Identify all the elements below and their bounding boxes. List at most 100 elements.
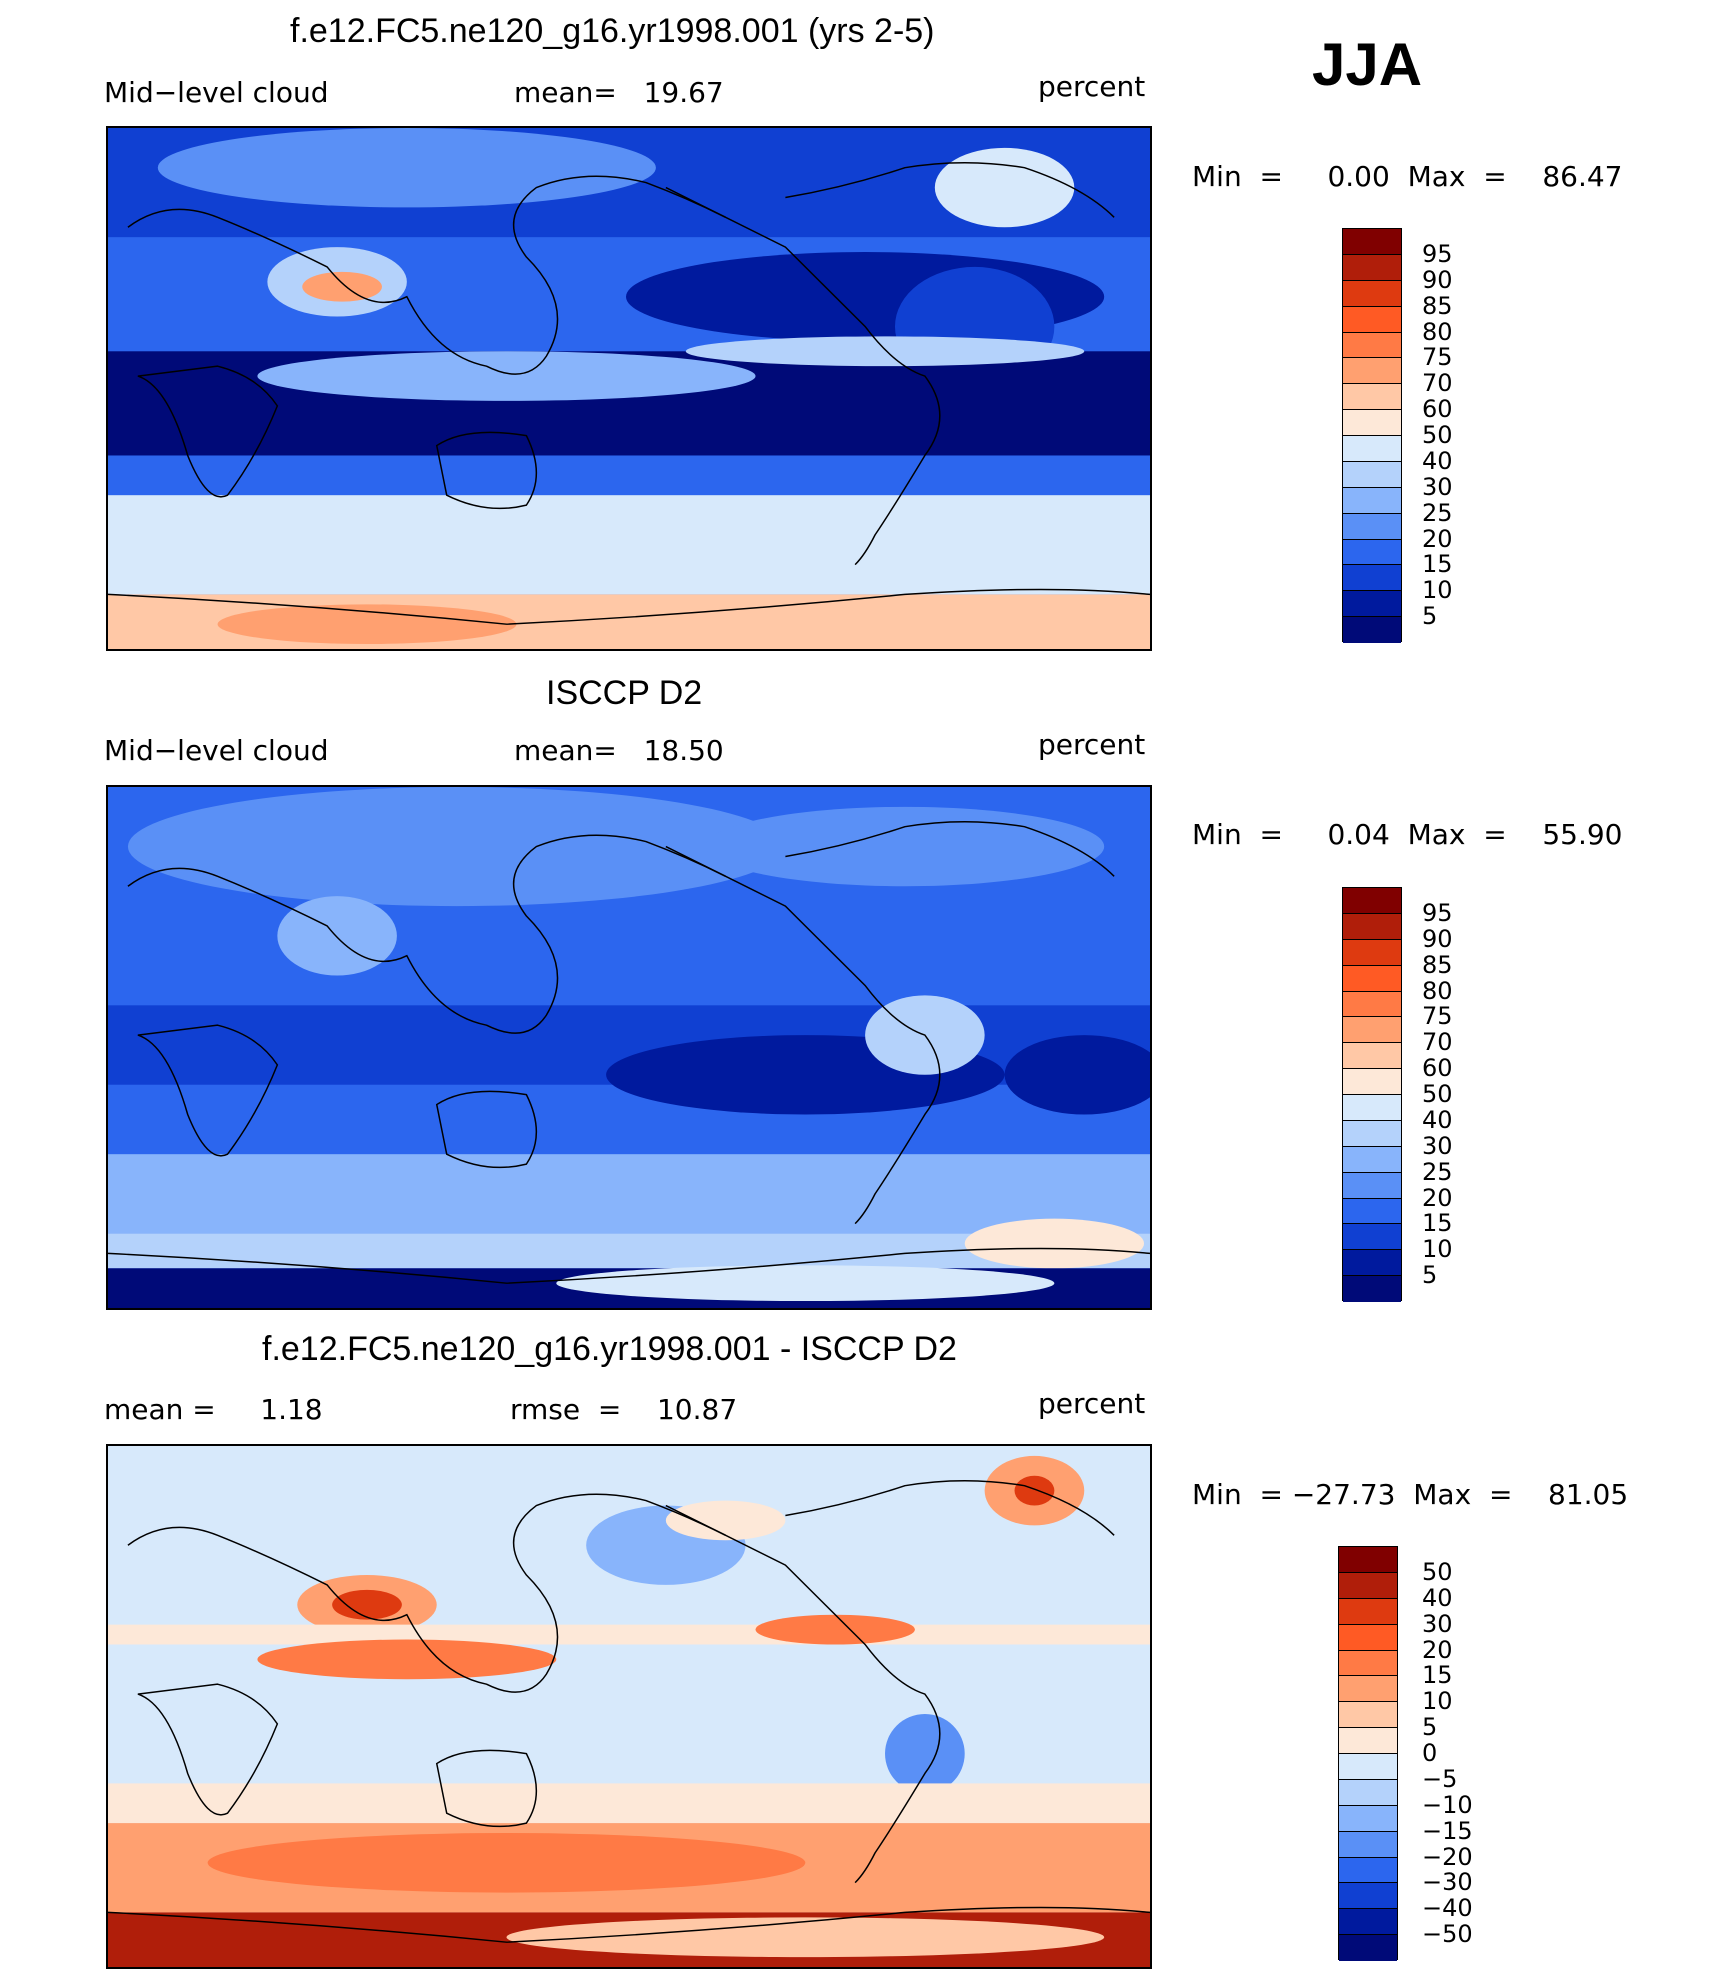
colorbar-swatch <box>1339 1624 1397 1651</box>
colorbar-tick-label: 80 <box>1422 976 1453 1005</box>
colorbar-swatch <box>1343 1198 1401 1225</box>
colorbar-swatch <box>1343 565 1401 592</box>
colorbar-tick-label: 30 <box>1422 1131 1453 1160</box>
colorbar-tick-label: 0 <box>1422 1739 1438 1767</box>
colorbar-tick-label: −10 <box>1422 1790 1473 1819</box>
minmax-label: Min = 0.00 Max = 86.47 <box>1192 160 1623 193</box>
colorbar-tick-label: 50 <box>1422 1080 1453 1108</box>
map-canvas <box>108 787 1150 1308</box>
colorbar-swatch <box>1343 254 1401 281</box>
colorbar-swatch <box>1339 1805 1397 1832</box>
colorbar-tick-label: −40 <box>1422 1894 1473 1923</box>
colorbar-tick-label: 60 <box>1422 1054 1453 1083</box>
map-isccp-mid-level-cloud <box>106 785 1152 1310</box>
colorbar-tick-label: 50 <box>1422 1557 1453 1586</box>
colorbar-swatch <box>1343 358 1401 385</box>
map-model-mid-level-cloud <box>106 126 1152 651</box>
mean-label: mean= 19.67 <box>514 76 724 109</box>
colorbar-tick-label: 95 <box>1422 239 1453 268</box>
panel-title: ISCCP D2 <box>546 674 703 712</box>
colorbar-tick-label: 75 <box>1422 343 1453 372</box>
colorbar-swatch <box>1343 332 1401 359</box>
colorbar-tick-label: 30 <box>1422 1609 1453 1638</box>
colorbar-tick-label: 40 <box>1422 1583 1453 1612</box>
colorbar-tick-label: 85 <box>1422 950 1453 979</box>
colorbar-swatch <box>1339 1702 1397 1729</box>
colorbar-tick-label: 50 <box>1422 421 1453 449</box>
variable-label: Mid−level cloud <box>104 76 329 109</box>
colorbar-swatch <box>1339 1547 1397 1573</box>
colorbar-swatch <box>1343 991 1401 1018</box>
colorbar-tick-label: 20 <box>1422 1635 1453 1664</box>
colorbar-swatch <box>1339 1572 1397 1599</box>
minmax-label: Min = −27.73 Max = 81.05 <box>1192 1478 1629 1511</box>
colorbar-tick-label: 90 <box>1422 924 1453 953</box>
colorbar-tick-label: 70 <box>1422 1028 1453 1057</box>
colorbar-swatch <box>1343 280 1401 307</box>
colorbar-tick-label: 95 <box>1422 898 1453 927</box>
colorbar-tick-label: 10 <box>1422 1687 1453 1716</box>
colorbar-tick-label: 20 <box>1422 1183 1453 1212</box>
colorbar-swatch <box>1339 1883 1397 1910</box>
colorbar-tick-label: −20 <box>1422 1842 1473 1871</box>
panel-title: f.e12.FC5.ne120_g16.yr1998.001 (yrs 2-5) <box>290 12 935 50</box>
colorbar-swatch <box>1339 1728 1397 1754</box>
colorbar-swatch <box>1343 1095 1401 1121</box>
rmse-label: rmse = 10.87 <box>510 1393 738 1426</box>
colorbar-swatch <box>1343 939 1401 966</box>
colorbar-tick-label: 15 <box>1422 1209 1453 1238</box>
colorbar-tick-label: 70 <box>1422 369 1453 398</box>
colorbar-swatch <box>1343 888 1401 914</box>
units-label: percent <box>1038 728 1146 761</box>
colorbar-swatch <box>1339 1754 1397 1780</box>
colorbar-tick-label: 75 <box>1422 1002 1453 1031</box>
colorbar-tick-label: 40 <box>1422 446 1453 475</box>
colorbar-tick-label: −50 <box>1422 1920 1473 1949</box>
units-label: percent <box>1038 70 1146 103</box>
colorbar-swatch <box>1343 1043 1401 1070</box>
colorbar-swatch <box>1339 1857 1397 1884</box>
map-canvas <box>108 128 1150 649</box>
colorbar <box>1342 228 1402 643</box>
colorbar-swatch <box>1343 384 1401 411</box>
mean-label: mean= 18.50 <box>514 734 724 767</box>
colorbar-tick-label: −5 <box>1422 1764 1458 1793</box>
mean-label: mean = 1.18 <box>104 1393 323 1426</box>
units-label: percent <box>1038 1387 1146 1420</box>
colorbar-swatch <box>1343 513 1401 540</box>
colorbar-tick-label: 90 <box>1422 265 1453 294</box>
colorbar-swatch <box>1343 410 1401 436</box>
colorbar-swatch <box>1343 617 1401 643</box>
colorbar-swatch <box>1343 1017 1401 1044</box>
colorbar-tick-label: 25 <box>1422 498 1453 527</box>
colorbar <box>1338 1546 1398 1961</box>
colorbar-swatch <box>1339 1935 1397 1961</box>
colorbar-swatch <box>1343 539 1401 566</box>
colorbar-tick-label: 10 <box>1422 576 1453 605</box>
colorbar-swatch <box>1343 436 1401 462</box>
colorbar-swatch <box>1343 1276 1401 1302</box>
variable-label: Mid−level cloud <box>104 734 329 767</box>
colorbar-swatch <box>1343 487 1401 514</box>
colorbar-swatch <box>1343 1120 1401 1147</box>
colorbar-swatch <box>1343 591 1401 618</box>
colorbar-tick-label: 5 <box>1422 1261 1438 1290</box>
colorbar-swatch <box>1339 1598 1397 1625</box>
colorbar-swatch <box>1343 1172 1401 1199</box>
colorbar-swatch <box>1343 1069 1401 1095</box>
colorbar-tick-label: 80 <box>1422 317 1453 346</box>
colorbar <box>1342 887 1402 1302</box>
colorbar-swatch <box>1343 913 1401 940</box>
colorbar-tick-label: 20 <box>1422 524 1453 553</box>
colorbar-tick-label: 25 <box>1422 1157 1453 1186</box>
colorbar-tick-label: −30 <box>1422 1868 1473 1897</box>
colorbar-swatch <box>1339 1779 1397 1806</box>
colorbar-swatch <box>1339 1676 1397 1703</box>
colorbar-swatch <box>1343 1224 1401 1251</box>
colorbar-swatch <box>1343 461 1401 488</box>
colorbar-swatch <box>1343 1250 1401 1277</box>
map-difference <box>106 1444 1152 1969</box>
colorbar-tick-label: 15 <box>1422 1661 1453 1690</box>
colorbar-swatch <box>1339 1831 1397 1858</box>
colorbar-swatch <box>1343 965 1401 992</box>
